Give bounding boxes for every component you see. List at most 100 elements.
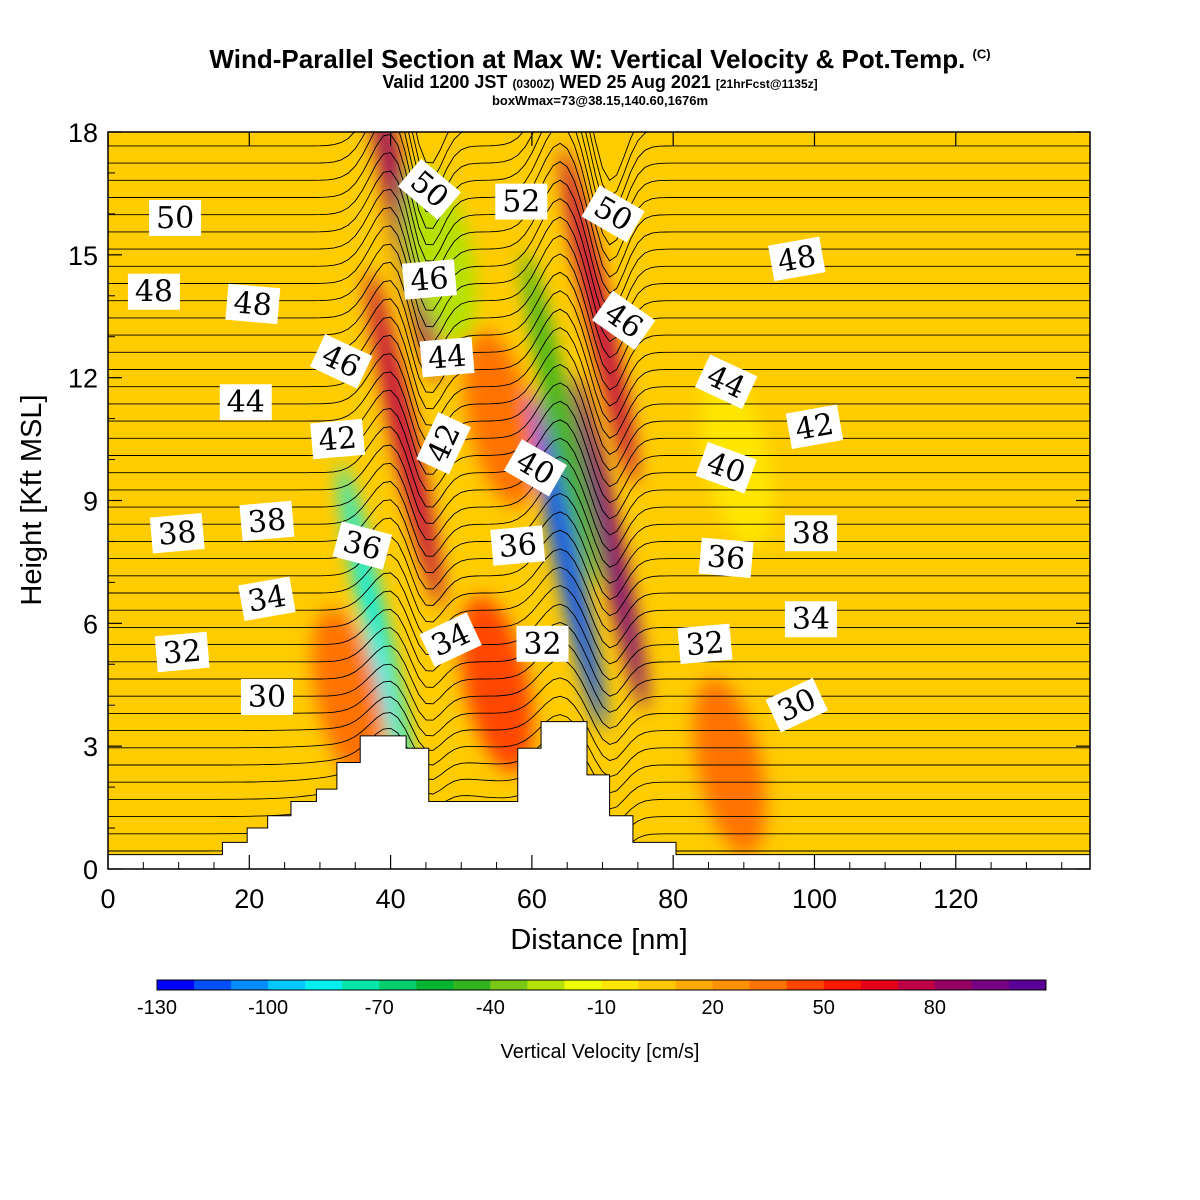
isentrope-line	[108, 419, 1090, 520]
chart-title: Wind-Parallel Section at Max W: Vertical…	[0, 44, 1200, 75]
theta-label: 48	[225, 283, 281, 325]
theta-label-box	[490, 525, 546, 566]
theta-label-box	[239, 500, 295, 542]
colorbar-swatch	[416, 980, 454, 990]
theta-label: 32	[677, 623, 733, 665]
isentrope-line	[108, 400, 1090, 504]
isentrope-line	[108, 271, 1090, 391]
theta-label-box	[677, 623, 733, 665]
y-tick-label: 15	[68, 241, 98, 271]
x-tick-label: 60	[517, 884, 547, 914]
theta-label-text: 30	[248, 680, 286, 715]
theta-label-box	[219, 384, 272, 421]
theta-label-text: 32	[523, 627, 561, 662]
x-axis-label: Distance [nm]	[510, 924, 687, 956]
theta-label-box	[419, 612, 482, 668]
theta-label-box	[240, 679, 293, 716]
theta-label-box	[401, 259, 457, 300]
colorbar-tick-label: -100	[248, 997, 288, 1019]
colorbar-swatch	[231, 980, 269, 990]
colorbar-swatch	[194, 980, 232, 990]
y-tick-label: 12	[68, 364, 98, 394]
theta-label-box	[397, 158, 461, 220]
theta-label-text: 48	[135, 275, 173, 310]
theta-label-text: 34	[792, 602, 830, 637]
theta-label-text: 52	[502, 185, 540, 220]
colorbar-tick-label: -40	[476, 997, 505, 1019]
theta-label-box	[309, 333, 373, 389]
colorbar-swatch	[823, 980, 862, 990]
theta-label-box	[238, 576, 296, 622]
isentrope-line	[108, 363, 1090, 472]
w-feature	[403, 166, 477, 344]
colorbar-swatch	[379, 980, 417, 990]
y-tick-label: 3	[83, 732, 98, 762]
theta-label-box	[503, 439, 567, 497]
colorbar-swatch	[342, 980, 380, 990]
theta-label: 46	[401, 259, 457, 300]
colorbar-swatch	[527, 980, 565, 990]
theta-label: 36	[698, 537, 754, 579]
theta-label-box	[698, 537, 754, 579]
theta-label: 52	[495, 183, 548, 220]
isentrope-line	[108, 437, 1090, 536]
theta-label-text: 48	[232, 285, 273, 323]
colorbar-tick-label: -130	[137, 997, 177, 1019]
theta-label-text: 32	[684, 625, 725, 663]
colorbar-swatch	[860, 980, 899, 990]
chart-title-text: Wind-Parallel Section at Max W: Vertical…	[209, 44, 966, 74]
colorbar-swatch	[897, 980, 936, 990]
colorbar-swatch	[453, 980, 491, 990]
colorbar-swatch	[305, 980, 343, 990]
theta-label-box	[581, 185, 645, 243]
theta-label-box	[149, 199, 202, 236]
theta-label-text: 50	[156, 201, 194, 236]
box-wmax-info: boxWmax=73@38.15,140.60,1676m	[491, 93, 709, 108]
colorbar: -130 -100 -70 -40 -10 20 50 80	[137, 979, 1047, 1019]
theta-label-box	[694, 354, 758, 410]
theta-label-text: 46	[409, 261, 450, 299]
theta-label-box	[768, 236, 826, 282]
theta-label: 34	[238, 576, 296, 622]
y-tick-label: 0	[83, 855, 98, 885]
w-feature	[522, 250, 598, 587]
theta-label-text: 32	[162, 633, 203, 671]
isentrope-line	[108, 712, 1090, 778]
isentrope-line	[415, 132, 635, 181]
colorbar-swatch	[601, 980, 640, 990]
theta-label-box	[225, 283, 281, 325]
theta-label-box	[495, 183, 548, 220]
theta-label: 36	[490, 525, 546, 566]
valid-time: Valid 1200 JST	[382, 72, 508, 92]
isentrope-line	[108, 132, 1090, 262]
theta-label-text: 34	[245, 579, 289, 620]
theta-label-box	[516, 625, 569, 662]
theta-label-box	[154, 631, 210, 673]
theta-label-text: 38	[157, 515, 198, 553]
theta-label-text: 44	[227, 385, 265, 420]
colorbar-swatch	[712, 980, 751, 990]
colorbar-swatch	[786, 980, 825, 990]
w-feature	[367, 270, 443, 608]
theta-label-text: 38	[792, 516, 830, 551]
colorbar-frame	[156, 979, 1047, 991]
theta-label-box	[785, 404, 844, 450]
colorbar-swatch	[268, 980, 306, 990]
forecast-info: [21hrFcst@1135z]	[715, 77, 818, 91]
x-tick-label: 100	[792, 884, 837, 914]
x-tick-label: 120	[933, 884, 978, 914]
theta-label-box	[419, 336, 475, 378]
isentrope-line	[108, 511, 1090, 601]
theta-label: 42	[310, 418, 366, 460]
theta-label-box	[127, 273, 180, 310]
isentrope-line	[108, 290, 1090, 407]
colorbar-swatch	[638, 980, 677, 990]
theta-label-box	[592, 290, 656, 351]
colorbar-swatch	[675, 980, 714, 990]
x-tick-label: 40	[376, 884, 406, 914]
theta-label: 38	[239, 500, 295, 542]
isentrope-line	[108, 198, 1090, 327]
colorbar-tick-label: -10	[587, 997, 616, 1019]
